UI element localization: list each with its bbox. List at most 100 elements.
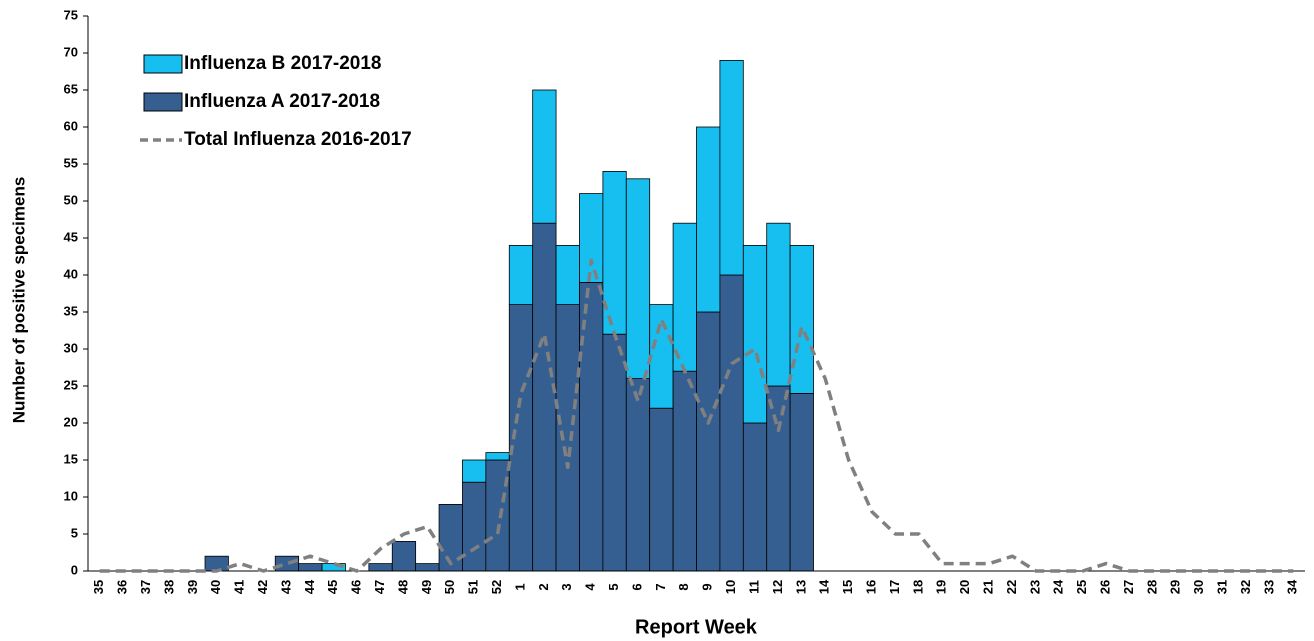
bar — [719, 60, 744, 276]
y-tick-label: 45 — [64, 229, 78, 244]
bar — [649, 407, 674, 572]
legend-label: Total Influenza 2016-2017 — [184, 129, 412, 150]
x-tick-label: 14 — [817, 579, 832, 594]
x-tick-label: 35 — [91, 580, 106, 594]
x-tick-label: 43 — [278, 580, 293, 594]
x-tick-label: 10 — [723, 580, 738, 594]
y-tick-label: 65 — [64, 81, 78, 96]
x-tick-label: 30 — [1191, 580, 1206, 594]
bar — [462, 459, 487, 483]
x-tick-label: 42 — [255, 580, 270, 594]
bar — [602, 333, 627, 572]
legend-label: Influenza B 2017-2018 — [184, 53, 381, 74]
x-tick-label: 36 — [115, 580, 130, 594]
x-tick-label: 18 — [910, 580, 925, 594]
x-axis-title: Report Week — [635, 616, 758, 638]
legend-swatch — [143, 92, 183, 112]
x-tick-label: 32 — [1238, 580, 1253, 594]
x-tick-label: 29 — [1168, 580, 1183, 594]
x-tick-label: 27 — [1121, 580, 1136, 594]
x-tick-label: 6 — [629, 583, 644, 590]
x-tick-label: 2 — [536, 583, 551, 590]
x-tick-label: 22 — [1004, 580, 1019, 594]
x-tick-label: 7 — [653, 583, 668, 590]
x-tick-label: 39 — [185, 580, 200, 594]
legend-label: Influenza A 2017-2018 — [184, 91, 380, 112]
x-tick-label: 15 — [840, 580, 855, 594]
y-tick-label: 0 — [71, 562, 78, 577]
legend-swatch — [143, 54, 183, 74]
x-tick-label: 9 — [700, 583, 715, 590]
bar — [625, 178, 651, 380]
bar — [579, 193, 604, 283]
x-tick-label: 3 — [559, 583, 574, 590]
bar — [298, 563, 323, 572]
x-tick-label: 21 — [980, 580, 995, 594]
bar — [368, 563, 393, 572]
bar — [462, 481, 487, 572]
x-tick-label: 47 — [372, 580, 387, 594]
line — [99, 258, 1294, 573]
bar — [555, 244, 580, 305]
bar — [766, 222, 791, 387]
x-tick-label: 38 — [161, 580, 176, 594]
bar — [415, 563, 440, 572]
x-tick-label: 23 — [1027, 580, 1042, 594]
bar — [485, 452, 510, 461]
x-tick-label: 28 — [1144, 580, 1159, 594]
y-axis-title: Number of positive specimens — [9, 177, 28, 424]
bar — [789, 244, 814, 394]
bar — [204, 555, 229, 572]
x-tick-label: 8 — [676, 583, 691, 590]
x-tick-label: 40 — [208, 580, 223, 594]
bar — [766, 385, 791, 572]
x-tick-label: 25 — [1074, 580, 1089, 594]
y-tick-label: 15 — [64, 451, 78, 466]
bar — [696, 311, 721, 572]
x-tick-label: 51 — [466, 580, 481, 594]
x-tick-label: 33 — [1261, 580, 1276, 594]
x-tick-label: 49 — [419, 580, 434, 594]
y-tick-label: 35 — [64, 303, 78, 318]
x-tick-label: 20 — [957, 580, 972, 594]
x-tick-label: 52 — [489, 580, 504, 594]
y-tick-label: 75 — [64, 7, 78, 22]
x-tick-label: 16 — [863, 580, 878, 594]
bar — [742, 244, 768, 424]
bar — [649, 304, 674, 409]
bar — [696, 126, 721, 313]
y-tick-label: 55 — [64, 155, 78, 170]
x-tick-label: 12 — [770, 580, 785, 594]
x-tick-label: 19 — [934, 580, 949, 594]
y-tick-label: 25 — [64, 377, 78, 392]
x-tick-label: 50 — [442, 580, 457, 594]
bar — [625, 378, 651, 572]
y-tick-label: 60 — [64, 118, 78, 133]
x-tick-label: 26 — [1098, 580, 1113, 594]
bar — [532, 222, 557, 572]
y-tick-label: 20 — [64, 414, 78, 429]
bar — [391, 541, 417, 572]
bar — [274, 555, 300, 572]
bar — [789, 392, 814, 572]
x-tick-label: 31 — [1215, 580, 1230, 594]
bar — [555, 304, 580, 572]
bar — [532, 89, 557, 224]
x-tick-label: 17 — [887, 580, 902, 594]
x-tick-label: 34 — [1285, 579, 1300, 594]
x-tick-label: 11 — [746, 580, 761, 594]
x-tick-label: 5 — [606, 583, 621, 590]
x-tick-label: 46 — [349, 580, 364, 594]
bar — [719, 274, 744, 572]
bar — [508, 244, 534, 305]
x-tick-label: 24 — [1051, 579, 1066, 594]
x-tick-label: 44 — [302, 579, 317, 594]
bar — [742, 422, 768, 572]
x-tick-label: 1 — [512, 583, 527, 590]
x-tick-label: 4 — [583, 583, 598, 591]
x-tick-label: 48 — [395, 580, 410, 594]
x-tick-label: 37 — [138, 580, 153, 594]
y-tick-label: 70 — [64, 44, 78, 59]
